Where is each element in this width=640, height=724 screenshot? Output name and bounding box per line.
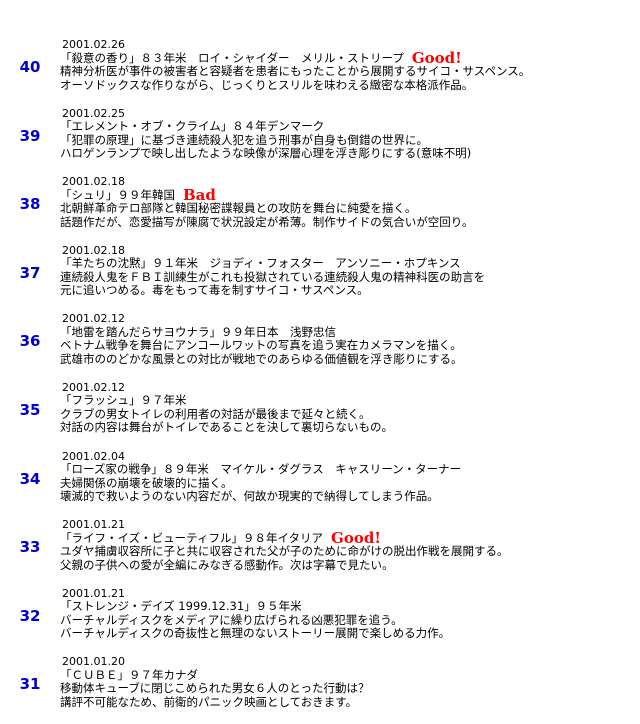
entry-date: 2001.02.18 (62, 175, 125, 189)
entry-number: 39 (19, 126, 41, 145)
entry-comment-line: 精神分析医が事件の被害者と容疑者を患者にもったことから展開するサイコ・サスペンス… (60, 64, 531, 78)
entry-title: 「ストレンジ・デイズ 1999.12.31」９５年米 (60, 599, 302, 614)
entry-comment-line: ハロゲンランプで映し出したような映像が深層心理を浮き彫りにする(意味不明) (60, 146, 472, 161)
entry-title-line: 「ローズ家の戦争」８９年米 マイケル・ダグラス キャスリーン・ターナー (60, 462, 635, 477)
entry-title: 「地雷を踏んだらサヨウナラ」９９年日本 浅野忠信 (60, 324, 336, 339)
entry-number: 35 (19, 400, 41, 419)
entry-date: 2001.01.21 (62, 586, 125, 600)
entry-date: 2001.01.20 (62, 655, 125, 669)
entry-title-line: 「殺意の香り」８３年米 ロイ・シャイダー メリル・ストリープ Good! (60, 48, 635, 67)
entry-comment-line: 移動体キューブに閉じこめられた男女６人のとった行動は？ (60, 681, 370, 696)
entry-date: 2001.02.18 (62, 243, 125, 257)
entry-date: 2001.02.26 (62, 38, 125, 51)
entry-number: 36 (19, 332, 41, 351)
review-entry: 34 2001.02.04 「ローズ家の戦争」８９年米 マイケル・ダグラス キャスリ… (0, 450, 640, 519)
entry-date: 2001.01.21 (62, 518, 125, 532)
review-entry: 35 2001.02.12 「フラッシュ」９７年米 クラブの男女トイレの利用者の対話が… (0, 381, 640, 450)
entry-title-line: 「ライフ・イズ・ビューティフル」９８年イタリア Good! (60, 528, 635, 547)
entry-comment-line: 「犯罪の原理」に基づき連続殺人犯を追う刑事が自身も倒錯の世界に。 (60, 132, 428, 147)
review-entry: 32 2001.01.21 「ストレンジ・デイズ 1999.12.31」９５年米 バー… (0, 587, 640, 656)
entry-title: 「殺意の香り」８３年米 ロイ・シャイダー メリル・ストリープ (60, 50, 404, 65)
entry-comment-line: バーチャルディスクの奇抜性と無理のないストーリー展開で楽しめる力作。 (60, 626, 451, 641)
rating-badge: Bad (183, 185, 216, 204)
entry-title-line: 「地雷を踏んだらサヨウナラ」９９年日本 浅野忠信 (60, 324, 635, 340)
entry-date: 2001.02.12 (62, 312, 125, 326)
entry-title-line: 「ストレンジ・デイズ 1999.12.31」９５年米 (60, 600, 635, 614)
rating-badge: Good! (411, 48, 462, 67)
entry-body: 2001.02.25 「エレメント・オブ・クライム」８４年デンマーク 「犯罪の原理」… (60, 107, 635, 161)
review-entry: 38 2001.02.18 「シュリ」９９年韓国 Bad 北朝鮮革命テロ部隊と韓国秘密諜… (0, 175, 640, 244)
entry-title: 「羊たちの沈黙」９１年米 ジョディ・フォスター アンソニー・ホプキンス (60, 256, 461, 271)
entry-comment-line: 壊滅的で救いようのない内容だが、何故か現実的で納得してしまう作品。 (60, 489, 439, 504)
entry-number: 37 (19, 263, 41, 282)
entry-title: 「エレメント・オブ・クライム」８４年デンマーク (60, 119, 325, 134)
entry-title-line: 「羊たちの沈黙」９１年米 ジョディ・フォスター アンソニー・ホプキンス (60, 257, 635, 271)
entry-number: 33 (19, 538, 41, 557)
entry-body: 2001.02.12 「地雷を踏んだらサヨウナラ」９９年日本 浅野忠信 ベトナム戦争… (60, 312, 635, 366)
entry-number: 31 (19, 675, 41, 694)
entry-title: 「ＣＵＢＥ」９７年カナダ (60, 667, 198, 682)
entry-title: 「ライフ・イズ・ビューティフル」９８年イタリア (60, 530, 324, 545)
entry-date: 2001.02.12 (62, 380, 125, 394)
entry-number: 38 (19, 195, 41, 214)
entry-body: 2001.01.21 「ライフ・イズ・ビューティフル」９８年イタリア Good! ユダ… (60, 518, 635, 572)
entry-date: 2001.02.04 (62, 449, 125, 463)
entry-comment-line: クラブの男女トイレの利用者の対話が最後まで延々と続く。 (60, 406, 371, 421)
entry-body: 2001.02.26 「殺意の香り」８３年米 ロイ・シャイダー メリル・ストリープ… (60, 38, 635, 92)
entry-number: 34 (19, 469, 41, 488)
review-entry: 36 2001.02.12 「地雷を踏んだらサヨウナラ」９９年日本 浅野忠信 ベトナム… (0, 312, 640, 381)
entry-title: 「フラッシュ」９７年米 (60, 393, 187, 408)
entry-comment-line: 対話の内容は舞台がトイレであることを決して裏切らないもの。 (60, 420, 394, 435)
entry-title-line: 「シュリ」９９年韓国 Bad (60, 185, 635, 204)
entry-comment-line: 武雄市ののどかな風景との対比が戦地でのあらゆる価値観を浮き彫りにする。 (60, 351, 463, 366)
entry-body: 2001.01.20 「ＣＵＢＥ」９７年カナダ 移動体キューブに閉じこめられた男女６… (60, 655, 635, 709)
entry-comment-line: オーソドックスな作りながら、じっくりとスリルを味わえる緻密な本格派作品。 (60, 77, 474, 92)
entry-comment-line: 元に追いつめる。毒をもって毒を制すサイコ・サスペンス。 (60, 283, 369, 298)
review-entry: 40 2001.02.26 「殺意の香り」８３年米 ロイ・シャイダー メリル・ストリ… (0, 38, 640, 107)
entry-number: 32 (19, 606, 41, 625)
entry-comment-line: バーチャルディスクをメディアに繰り広げられる凶悪犯罪を追う。 (60, 612, 403, 627)
entry-comment-line: ユダヤ捕虜収容所に子と共に収容された父が子のために命がけの脱出作戦を展開する。 (60, 544, 509, 559)
entry-body: 2001.01.21 「ストレンジ・デイズ 1999.12.31」９５年米 バーチャ… (60, 587, 635, 641)
entry-body: 2001.02.12 「フラッシュ」９７年米 クラブの男女トイレの利用者の対話が最後… (60, 381, 635, 435)
entry-date: 2001.02.25 (62, 106, 125, 120)
entry-comment-line: 夫婦関係の崩壊を破壊的に描く。 (60, 475, 233, 490)
entry-title-line: 「エレメント・オブ・クライム」８４年デンマーク (60, 119, 635, 134)
entry-comment-line: 講評不可能なため、前衛的パニック映画としておきます。 (60, 694, 358, 709)
review-entry: 37 2001.02.18 「羊たちの沈黙」９１年米 ジョディ・フォスター アンソニ… (0, 244, 640, 313)
entry-comment-line: 北朝鮮革命テロ部隊と韓国秘密諜報員との攻防を舞台に純愛を描く。 (60, 201, 417, 216)
review-entry: 39 2001.02.25 「エレメント・オブ・クライム」８４年デンマーク 「犯罪の原… (0, 107, 640, 176)
entry-body: 2001.02.04 「ローズ家の戦争」８９年米 マイケル・ダグラス キャスリーン… (60, 450, 635, 504)
entry-title: 「ローズ家の戦争」８９年米 マイケル・ダグラス キャスリーン・ターナー (60, 462, 462, 477)
rating-badge: Good! (331, 528, 381, 547)
entry-number: 40 (19, 58, 41, 76)
entry-comment-line: 連続殺人鬼をＦＢＩ訓練生がこれも投獄されている連続殺人鬼の精神科医の助言を (60, 269, 486, 284)
entry-comment-line: ベトナム戦争を舞台にアンコールワットの写真を追う実在カメラマンを描く。 (60, 338, 462, 353)
review-entry: 33 2001.01.21 「ライフ・イズ・ビューティフル」９８年イタリア Good!… (0, 518, 640, 587)
entry-body: 2001.02.18 「シュリ」９９年韓国 Bad 北朝鮮革命テロ部隊と韓国秘密諜報員… (60, 175, 635, 229)
entry-body: 2001.02.18 「羊たちの沈黙」９１年米 ジョディ・フォスター アンソニー・… (60, 244, 635, 298)
review-entry: 31 2001.01.20 「ＣＵＢＥ」９７年カナダ 移動体キューブに閉じこめられた男… (0, 655, 640, 724)
entry-comment-line: 父親の子供への愛が全編にみなぎる感動作。次は字幕で見たい。 (60, 557, 394, 572)
entry-title-line: 「ＣＵＢＥ」９７年カナダ (60, 667, 635, 683)
entry-comment-line: 話題作だが、恋愛描写が陳腐で状況設定が希薄。制作サイドの気合いが空回り。 (60, 214, 474, 229)
entry-title-line: 「フラッシュ」９７年米 (60, 394, 635, 408)
entry-title: 「シュリ」９９年韓国 (60, 187, 175, 202)
movie-review-list: 40 2001.02.26 「殺意の香り」８３年米 ロイ・シャイダー メリル・ストリ… (0, 38, 640, 724)
